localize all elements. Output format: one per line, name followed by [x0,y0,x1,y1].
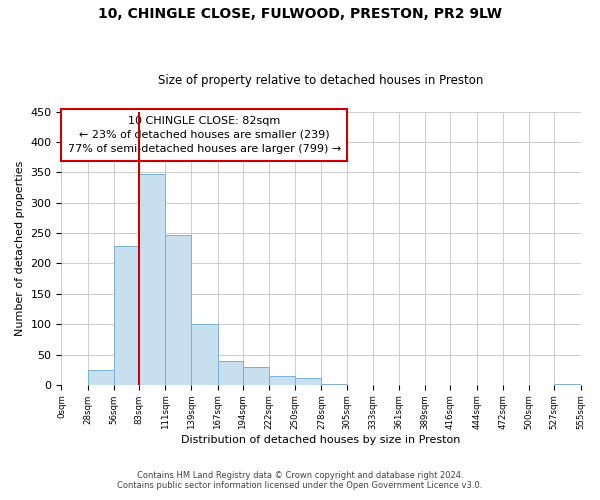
Bar [243,366,269,385]
Bar [114,246,139,385]
Title: Size of property relative to detached houses in Preston: Size of property relative to detached ho… [158,74,484,87]
Bar [218,360,243,385]
Bar [554,384,581,385]
Bar [165,235,191,385]
Bar [295,378,322,385]
Bar [322,384,347,385]
Text: 10 CHINGLE CLOSE: 82sqm
← 23% of detached houses are smaller (239)
77% of semi-d: 10 CHINGLE CLOSE: 82sqm ← 23% of detache… [68,116,341,154]
Bar [269,376,295,385]
Bar [88,370,114,385]
X-axis label: Distribution of detached houses by size in Preston: Distribution of detached houses by size … [181,435,461,445]
Text: Contains HM Land Registry data © Crown copyright and database right 2024.
Contai: Contains HM Land Registry data © Crown c… [118,470,482,490]
Bar [139,174,165,385]
Text: 10, CHINGLE CLOSE, FULWOOD, PRESTON, PR2 9LW: 10, CHINGLE CLOSE, FULWOOD, PRESTON, PR2… [98,8,502,22]
Bar [191,324,218,385]
Y-axis label: Number of detached properties: Number of detached properties [15,160,25,336]
